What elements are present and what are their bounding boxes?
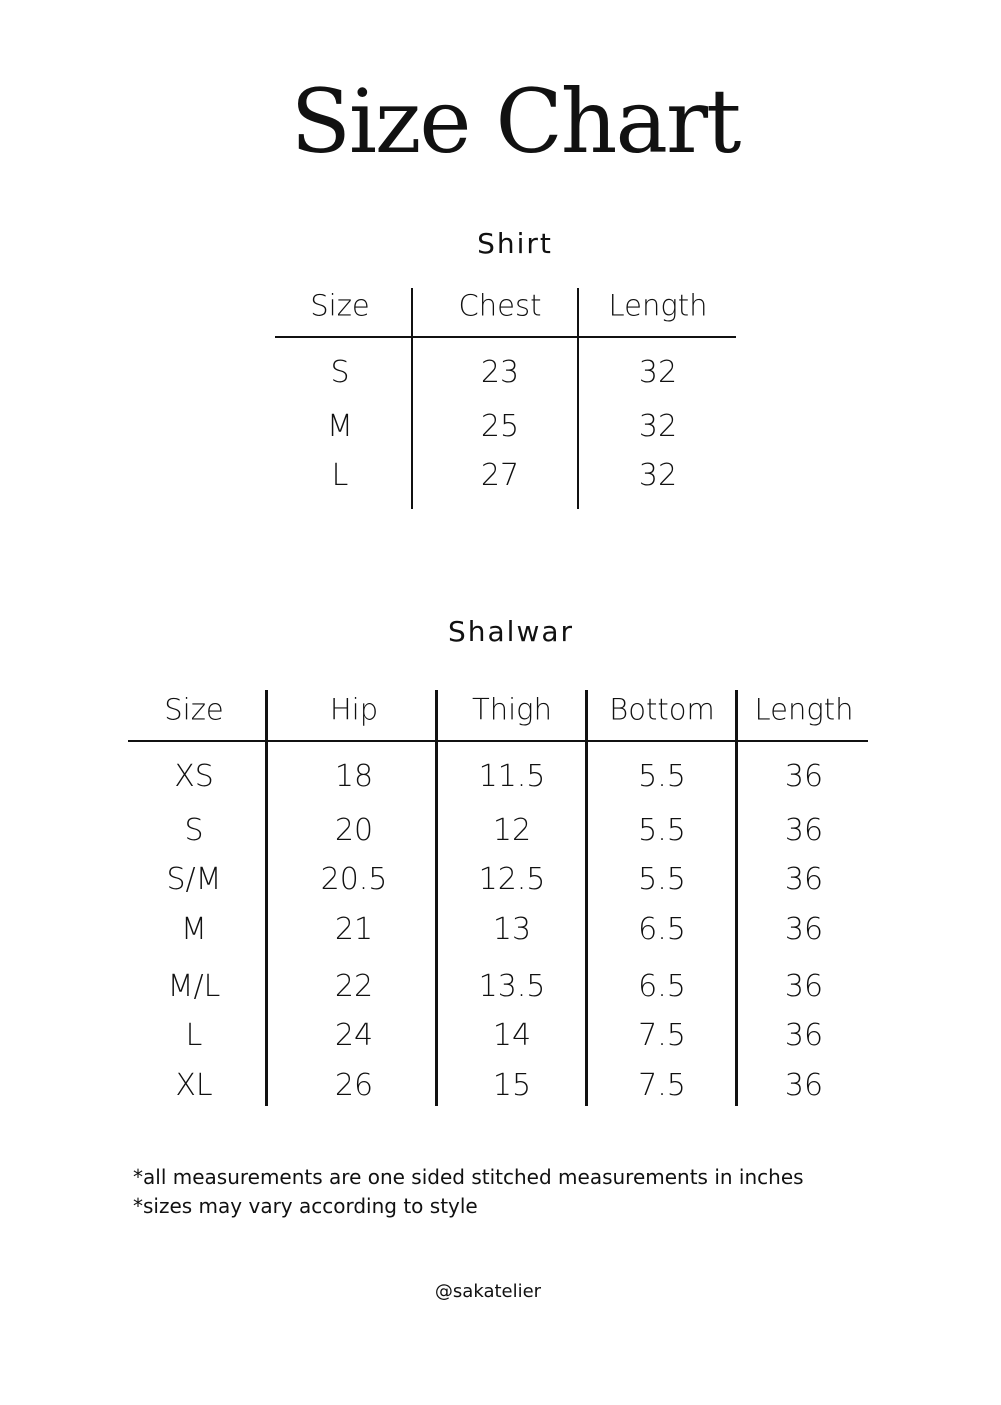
table-cell: L [185, 1018, 203, 1053]
social-handle: @sakatelier [434, 1281, 542, 1302]
column-header: Hip [329, 692, 379, 727]
table-cell: 36 [784, 759, 824, 794]
table-cell: 23 [480, 355, 520, 390]
table-cell: 36 [784, 1018, 824, 1053]
page-title: Size Chart [290, 70, 742, 173]
table-cell: XS [174, 759, 214, 794]
table-cell: 24 [334, 1018, 374, 1053]
table-cell: 25 [480, 409, 520, 444]
table-cell: 5.5 [638, 862, 686, 897]
shalwar-column-divider [585, 690, 588, 1106]
table-cell: 36 [784, 862, 824, 897]
table-cell: 5.5 [638, 759, 686, 794]
table-cell: 7.5 [638, 1068, 686, 1103]
table-cell: 36 [784, 1068, 824, 1103]
table-cell: S [330, 355, 350, 390]
shalwar-column-divider [435, 690, 438, 1106]
shirt-header-divider [275, 336, 736, 338]
shalwar-heading: Shalwar [447, 615, 575, 648]
table-cell: 13.5 [478, 969, 546, 1004]
table-cell: 15 [492, 1068, 532, 1103]
shirt-column-divider [411, 288, 413, 509]
table-cell: S [184, 813, 204, 848]
table-cell: M/L [167, 969, 221, 1004]
table-cell: 18 [334, 759, 374, 794]
table-cell: 32 [638, 355, 678, 390]
shalwar-column-divider [265, 690, 268, 1106]
table-cell: M [181, 912, 207, 947]
table-cell: 36 [784, 813, 824, 848]
table-cell: 20.5 [320, 862, 388, 897]
column-header: Length [754, 692, 854, 727]
column-header: Size [310, 288, 370, 323]
table-cell: 6.5 [638, 969, 686, 1004]
table-cell: 22 [334, 969, 374, 1004]
shalwar-header-divider [128, 740, 868, 742]
table-cell: 6.5 [638, 912, 686, 947]
table-cell: 12 [492, 813, 532, 848]
table-cell: 36 [784, 912, 824, 947]
table-cell: 36 [784, 969, 824, 1004]
column-header: Thigh [472, 692, 552, 727]
table-cell: 21 [334, 912, 374, 947]
table-cell: 14 [492, 1018, 532, 1053]
shalwar-column-divider [735, 690, 738, 1106]
column-header: Bottom [609, 692, 715, 727]
table-cell: L [331, 458, 349, 493]
table-cell: M [327, 409, 353, 444]
note-sizes: *sizes may vary according to style [133, 1194, 478, 1218]
shirt-column-divider [577, 288, 579, 509]
table-cell: 26 [334, 1068, 374, 1103]
column-header: Size [164, 692, 224, 727]
table-cell: 13 [492, 912, 532, 947]
table-cell: 27 [480, 458, 520, 493]
table-cell: 5.5 [638, 813, 686, 848]
table-cell: 32 [638, 458, 678, 493]
note-measurements: *all measurements are one sided stitched… [133, 1165, 804, 1189]
table-cell: 12.5 [478, 862, 546, 897]
column-header: Chest [458, 288, 542, 323]
table-cell: 7.5 [638, 1018, 686, 1053]
table-cell: XL [175, 1068, 213, 1103]
table-cell: 32 [638, 409, 678, 444]
column-header: Length [608, 288, 708, 323]
table-cell: 20 [334, 813, 374, 848]
table-cell: 11.5 [478, 759, 546, 794]
shirt-heading: Shirt [477, 227, 553, 260]
table-cell: S/M [166, 862, 222, 897]
